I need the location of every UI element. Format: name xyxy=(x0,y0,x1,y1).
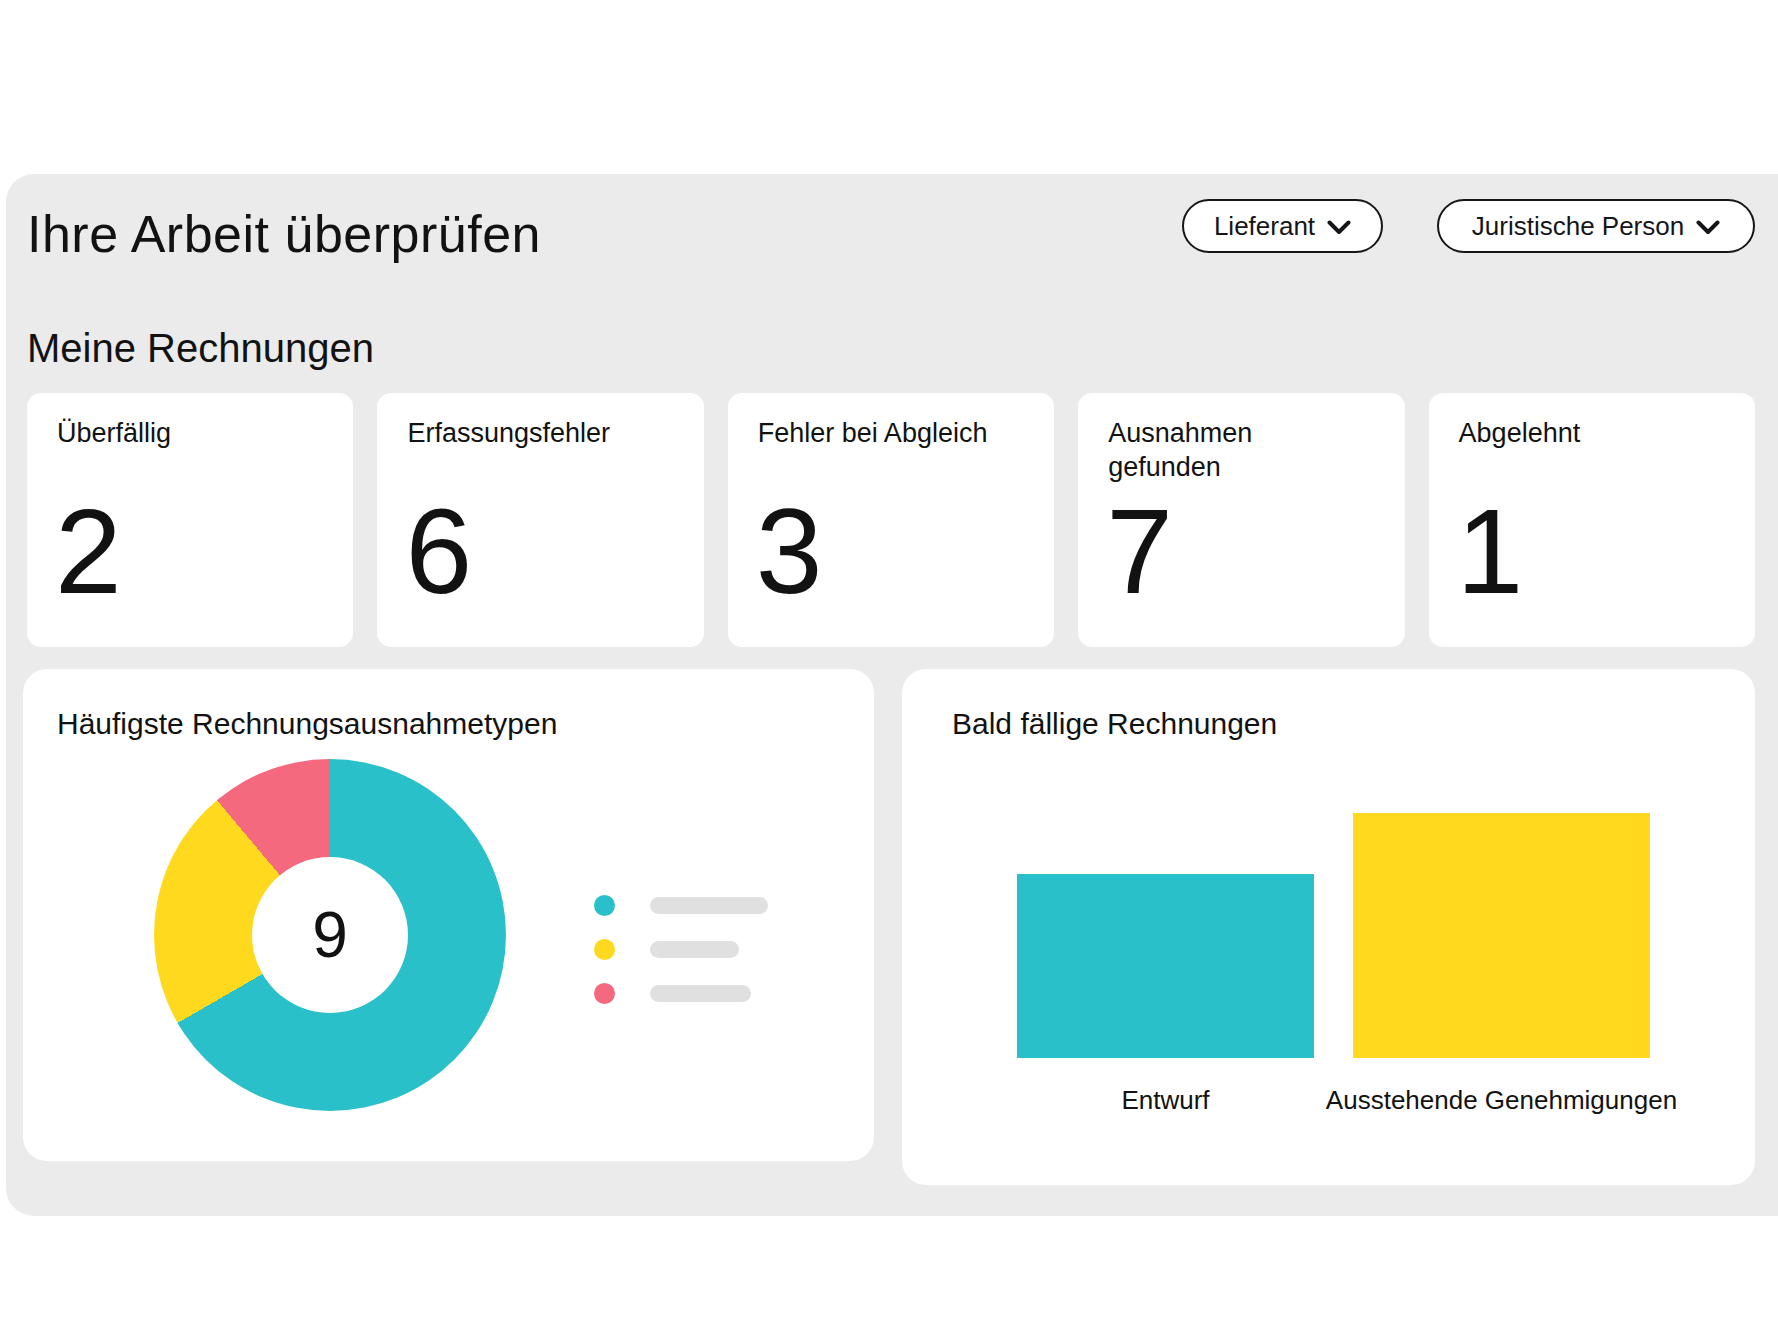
dashboard-screen: Ihre Arbeit überprüfen Lieferant Juristi… xyxy=(0,0,1778,1334)
donut-chart[interactable]: 9 xyxy=(154,759,506,1111)
chevron-down-icon xyxy=(1696,217,1720,235)
stat-card-value: 3 xyxy=(756,485,823,617)
legend-dot xyxy=(594,939,615,960)
filter-dropdown-label: Lieferant xyxy=(1214,211,1315,242)
filter-dropdown-juristische-person[interactable]: Juristische Person xyxy=(1437,199,1755,253)
donut-hole: 9 xyxy=(252,857,408,1013)
filter-dropdown-label: Juristische Person xyxy=(1472,211,1684,242)
chevron-down-icon xyxy=(1327,217,1351,235)
stat-card-row: Überfällig 2 Erfassungsfehler 6 Fehler b… xyxy=(27,393,1755,647)
legend-item xyxy=(594,971,768,1015)
bar[interactable] xyxy=(1353,813,1650,1058)
exception-types-card-title: Häufigste Rechnungsausnahmetypen xyxy=(57,707,557,741)
stat-card-overdue[interactable]: Überfällig 2 xyxy=(27,393,353,647)
legend-item xyxy=(594,927,768,971)
due-soon-card: Bald fällige Rechnungen Entwurf Ausstehe… xyxy=(902,669,1755,1185)
stat-card-value: 2 xyxy=(55,485,122,617)
stat-card-exceptions-found[interactable]: Ausnahmen gefunden 7 xyxy=(1078,393,1404,647)
stat-card-rejected[interactable]: Abgelehnt 1 xyxy=(1429,393,1755,647)
bar-category-label: Entwurf xyxy=(1017,1085,1314,1116)
stat-card-label: Ausnahmen gefunden xyxy=(1108,417,1366,485)
bar[interactable] xyxy=(1017,874,1314,1058)
stat-card-label: Erfassungsfehler xyxy=(407,417,610,451)
donut-center-value: 9 xyxy=(312,898,348,972)
filter-dropdown-lieferant[interactable]: Lieferant xyxy=(1182,199,1383,253)
stat-card-value: 6 xyxy=(405,485,472,617)
stat-card-label: Fehler bei Abgleich xyxy=(758,417,988,451)
stat-card-label: Abgelehnt xyxy=(1459,417,1581,451)
stat-card-value: 7 xyxy=(1106,485,1173,617)
stat-card-label: Überfällig xyxy=(57,417,171,451)
legend-dot xyxy=(594,983,615,1004)
legend-label-placeholder xyxy=(650,985,751,1002)
legend-label-placeholder xyxy=(650,941,739,958)
legend-item xyxy=(594,883,768,927)
bar-chart xyxy=(902,669,1755,1058)
donut-legend xyxy=(594,883,768,1015)
bar-category-label: Ausstehende Genehmigungen xyxy=(1353,1085,1650,1116)
exception-types-card: Häufigste Rechnungsausnahmetypen 9 xyxy=(23,669,874,1161)
section-title-invoices: Meine Rechnungen xyxy=(27,326,374,371)
legend-label-placeholder xyxy=(650,897,768,914)
stat-card-value: 1 xyxy=(1457,485,1524,617)
legend-dot xyxy=(594,895,615,916)
page-title: Ihre Arbeit überprüfen xyxy=(27,204,541,264)
stat-card-capture-errors[interactable]: Erfassungsfehler 6 xyxy=(377,393,703,647)
stat-card-matching-errors[interactable]: Fehler bei Abgleich 3 xyxy=(728,393,1054,647)
